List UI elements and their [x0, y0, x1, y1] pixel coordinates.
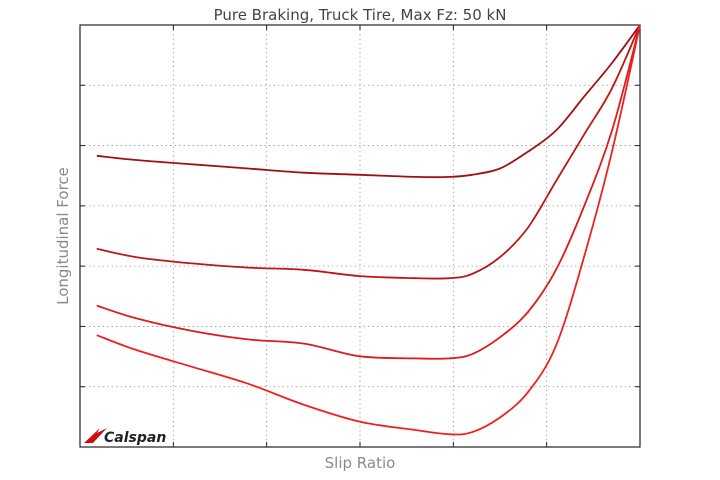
y-axis-label: Longitudinal Force	[54, 167, 72, 305]
calspan-logo-swoosh	[84, 428, 107, 443]
axis-ticks	[80, 25, 640, 447]
series-line-1	[96, 24, 641, 179]
series-line-2	[96, 24, 641, 280]
series-group	[96, 24, 641, 436]
grid	[80, 25, 640, 447]
series-line-3	[96, 24, 641, 360]
x-axis-label: Slip Ratio	[325, 454, 396, 472]
calspan-logo: Calspan	[84, 428, 166, 446]
chart-title: Pure Braking, Truck Tire, Max Fz: 50 kN	[214, 6, 507, 24]
calspan-logo-text: Calspan	[104, 430, 166, 446]
series-line-4	[96, 24, 641, 436]
